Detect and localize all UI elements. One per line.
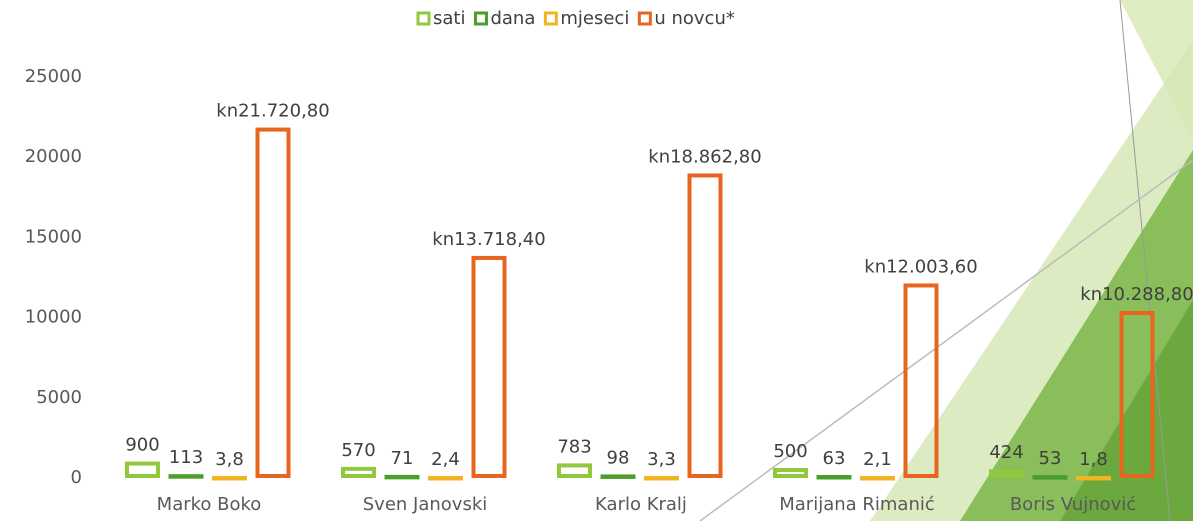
data-label: 783 xyxy=(557,436,591,457)
bar xyxy=(687,173,723,479)
data-label: kn12.003,60 xyxy=(864,256,977,277)
bar xyxy=(1119,310,1155,478)
bar xyxy=(903,283,939,478)
bar xyxy=(989,469,1024,478)
data-label: 53 xyxy=(1039,448,1062,469)
data-label: 500 xyxy=(773,441,807,462)
x-tick-label: Sven Janovski xyxy=(363,494,488,515)
data-label: kn18.862,80 xyxy=(648,146,761,167)
bar xyxy=(1032,475,1068,480)
data-label: 570 xyxy=(341,440,375,461)
y-tick-label: 0 xyxy=(71,467,82,488)
x-tick-label: Marko Boko xyxy=(157,494,262,515)
bar xyxy=(168,474,204,479)
y-tick-label: 25000 xyxy=(25,66,82,87)
legend-label: sati xyxy=(433,8,465,29)
bar xyxy=(773,467,808,479)
y-tick-label: 20000 xyxy=(25,146,82,167)
data-label: 98 xyxy=(607,447,630,468)
background-decoration xyxy=(699,0,1193,521)
bar xyxy=(1076,475,1111,481)
data-label: 3,8 xyxy=(215,449,244,470)
data-label: 900 xyxy=(125,435,159,456)
x-tick-label: Marijana Rimanić xyxy=(779,494,935,515)
y-tick-label: 5000 xyxy=(36,387,82,408)
bar xyxy=(428,475,463,481)
legend-swatch xyxy=(637,11,652,26)
data-label: kn10.288,80 xyxy=(1080,284,1193,305)
bar xyxy=(341,466,376,479)
legend-swatch xyxy=(473,11,488,26)
y-tick-label: 15000 xyxy=(25,226,82,247)
bar xyxy=(600,474,636,479)
data-label: 3,3 xyxy=(647,449,676,470)
data-label: 2,4 xyxy=(431,449,460,470)
x-tick-label: Karlo Kralj xyxy=(595,494,687,515)
legend-label: u novcu* xyxy=(654,8,735,29)
data-label: kn21.720,80 xyxy=(216,101,329,122)
y-tick-label: 10000 xyxy=(25,307,82,328)
bar xyxy=(384,474,420,480)
legend-label: dana xyxy=(490,8,535,29)
bar xyxy=(125,461,160,478)
data-label: 113 xyxy=(169,447,203,468)
legend-label: mjeseci xyxy=(560,8,629,29)
bar xyxy=(860,475,895,481)
data-label: 424 xyxy=(989,442,1023,463)
bar xyxy=(255,127,291,479)
bar xyxy=(471,255,507,479)
x-tick-label: Boris Vujnović xyxy=(1010,494,1136,515)
data-label: 2,1 xyxy=(863,449,892,470)
data-label: 63 xyxy=(823,448,846,469)
bar xyxy=(816,474,852,480)
data-label: 71 xyxy=(391,448,414,469)
bar xyxy=(212,475,247,481)
data-label: kn13.718,40 xyxy=(432,229,545,250)
bar xyxy=(644,475,679,481)
legend-swatch xyxy=(416,11,431,26)
legend-swatch xyxy=(543,11,558,26)
bar xyxy=(557,463,592,478)
data-label: 1,8 xyxy=(1079,449,1108,470)
